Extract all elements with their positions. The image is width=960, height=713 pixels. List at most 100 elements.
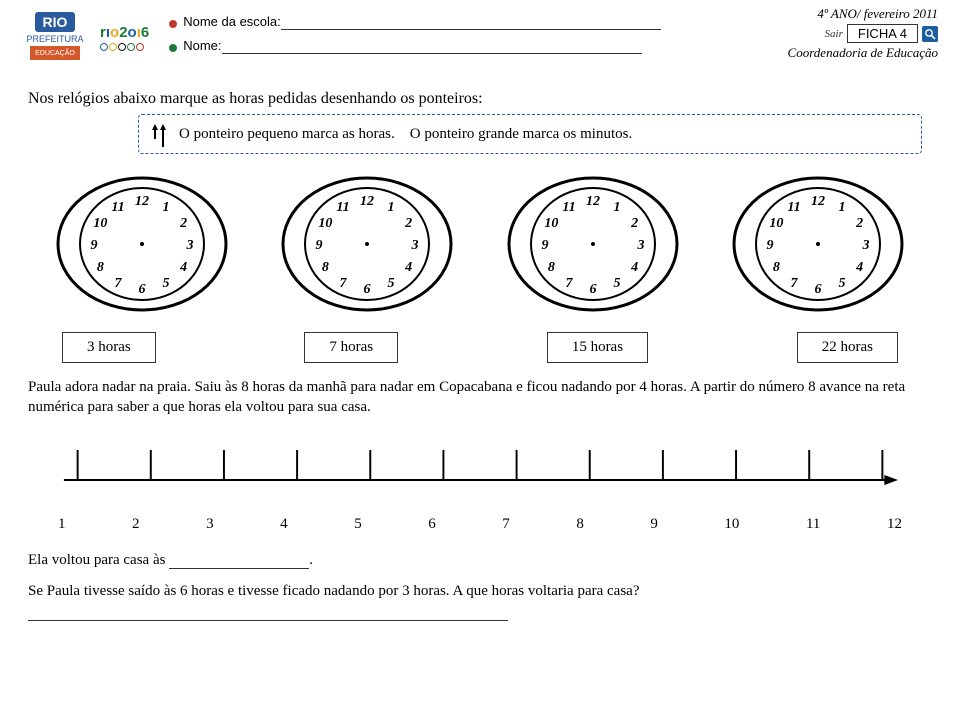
bullet-icon xyxy=(169,44,177,52)
numline-label: 6 xyxy=(428,516,436,533)
numline-label: 9 xyxy=(650,516,658,533)
clock-1[interactable]: 121234567891011 xyxy=(52,172,232,322)
rio-educ-text: EDUCAÇÃO xyxy=(30,46,80,60)
bullet-icon xyxy=(169,20,177,28)
question-2: Se Paula tivesse saído às 6 horas e tive… xyxy=(28,581,932,623)
numline-label: 3 xyxy=(206,516,214,533)
clock-2[interactable]: 121234567891011 xyxy=(277,172,457,322)
worksheet-content: Nos relógios abaixo marque as horas pedi… xyxy=(0,80,960,633)
numline-label: 8 xyxy=(576,516,584,533)
svg-text:2: 2 xyxy=(404,216,412,231)
svg-text:3: 3 xyxy=(186,238,194,253)
svg-text:6: 6 xyxy=(589,282,596,297)
rio2016-logo: rıo2oı6 xyxy=(100,24,149,51)
answer-2-input[interactable] xyxy=(28,603,508,621)
svg-text:4: 4 xyxy=(855,260,863,275)
svg-text:12: 12 xyxy=(135,194,149,209)
svg-text:12: 12 xyxy=(586,194,600,209)
search-icon[interactable] xyxy=(922,26,938,42)
numline-label: 11 xyxy=(806,516,820,533)
rio2016-text: rıo2oı6 xyxy=(100,24,149,41)
svg-text:10: 10 xyxy=(544,216,558,231)
svg-text:9: 9 xyxy=(541,238,548,253)
rio-text: RIO xyxy=(35,12,76,32)
svg-text:8: 8 xyxy=(97,260,104,275)
svg-text:2: 2 xyxy=(630,216,638,231)
time-label-4: 22 horas xyxy=(797,332,898,363)
svg-text:3: 3 xyxy=(411,238,419,253)
clock-4[interactable]: 121234567891011 xyxy=(728,172,908,322)
question-2-text: Se Paula tivesse saído às 6 horas e tive… xyxy=(28,583,639,599)
svg-text:9: 9 xyxy=(316,238,323,253)
svg-text:1: 1 xyxy=(613,200,620,215)
answer-1-label: Ela voltou para casa às xyxy=(28,552,169,568)
grade-year: 4º ANO/ fevereiro 2011 xyxy=(788,6,938,22)
svg-text:9: 9 xyxy=(91,238,98,253)
sair-label: Sair xyxy=(825,28,843,40)
header-right: 4º ANO/ fevereiro 2011 Sair FICHA 4 Coor… xyxy=(788,6,938,61)
svg-text:7: 7 xyxy=(565,276,573,291)
numline-label: 4 xyxy=(280,516,288,533)
svg-text:10: 10 xyxy=(769,216,783,231)
student-name-input[interactable] xyxy=(222,38,642,54)
time-labels-row: 3 horas 7 horas 15 horas 22 horas xyxy=(62,332,898,363)
svg-text:8: 8 xyxy=(548,260,555,275)
instruction-text: Nos relógios abaixo marque as horas pedi… xyxy=(28,90,932,108)
coordenadoria: Coordenadoria de Educação xyxy=(788,45,938,61)
svg-text:7: 7 xyxy=(790,276,798,291)
svg-text:6: 6 xyxy=(364,282,371,297)
svg-text:11: 11 xyxy=(337,200,350,215)
tip-big-hand: O ponteiro grande marca os minutos. xyxy=(410,126,632,142)
clocks-row: 121234567891011 121234567891011 12123456… xyxy=(52,172,908,322)
svg-text:2: 2 xyxy=(855,216,863,231)
svg-text:8: 8 xyxy=(322,260,329,275)
svg-text:7: 7 xyxy=(115,276,123,291)
svg-text:12: 12 xyxy=(360,194,374,209)
olympic-rings-icon xyxy=(100,43,149,51)
tip-text: O ponteiro pequeno marca as horas. O pon… xyxy=(179,126,632,143)
svg-text:6: 6 xyxy=(139,282,146,297)
word-problem: Paula adora nadar na praia. Saiu às 8 ho… xyxy=(28,377,932,418)
ficha-number: FICHA 4 xyxy=(847,24,918,43)
svg-text:5: 5 xyxy=(838,276,845,291)
numline-label: 10 xyxy=(724,516,739,533)
svg-text:11: 11 xyxy=(787,200,800,215)
numline-label: 2 xyxy=(132,516,140,533)
svg-text:6: 6 xyxy=(814,282,821,297)
numline-label: 12 xyxy=(887,516,902,533)
numline-label: 7 xyxy=(502,516,510,533)
time-label-2: 7 horas xyxy=(304,332,398,363)
tip-box: O ponteiro pequeno marca as horas. O pon… xyxy=(138,114,922,154)
svg-text:4: 4 xyxy=(630,260,638,275)
svg-text:4: 4 xyxy=(404,260,412,275)
numline-label: 5 xyxy=(354,516,362,533)
svg-text:1: 1 xyxy=(163,200,170,215)
clock-hand-arrows-icon xyxy=(149,121,169,147)
svg-text:5: 5 xyxy=(163,276,170,291)
svg-text:3: 3 xyxy=(636,238,644,253)
svg-text:5: 5 xyxy=(388,276,395,291)
svg-text:2: 2 xyxy=(179,216,187,231)
tip-small-hand: O ponteiro pequeno marca as horas. xyxy=(179,126,395,142)
answer-1-input[interactable] xyxy=(169,551,309,569)
answer-1: Ela voltou para casa às . xyxy=(28,551,932,569)
svg-text:8: 8 xyxy=(773,260,780,275)
svg-text:10: 10 xyxy=(93,216,107,231)
svg-text:3: 3 xyxy=(861,238,869,253)
school-name-input[interactable] xyxy=(281,14,661,30)
logos: RIO PREFEITURA EDUCAÇÃO rıo2oı6 xyxy=(20,6,149,66)
page-header: RIO PREFEITURA EDUCAÇÃO rıo2oı6 Nome da … xyxy=(0,0,960,80)
school-name-label: Nome da escola: xyxy=(183,14,281,29)
number-line-labels: 123456789101112 xyxy=(58,516,902,533)
rio-prefeitura-logo: RIO PREFEITURA EDUCAÇÃO xyxy=(20,6,90,66)
svg-text:7: 7 xyxy=(340,276,348,291)
svg-text:10: 10 xyxy=(319,216,333,231)
rio-pref-text: PREFEITURA xyxy=(26,34,83,44)
svg-text:4: 4 xyxy=(179,260,187,275)
number-line xyxy=(58,440,902,490)
numline-label: 1 xyxy=(58,516,66,533)
clock-3[interactable]: 121234567891011 xyxy=(503,172,683,322)
time-label-1: 3 horas xyxy=(62,332,156,363)
svg-text:9: 9 xyxy=(766,238,773,253)
svg-text:11: 11 xyxy=(562,200,575,215)
